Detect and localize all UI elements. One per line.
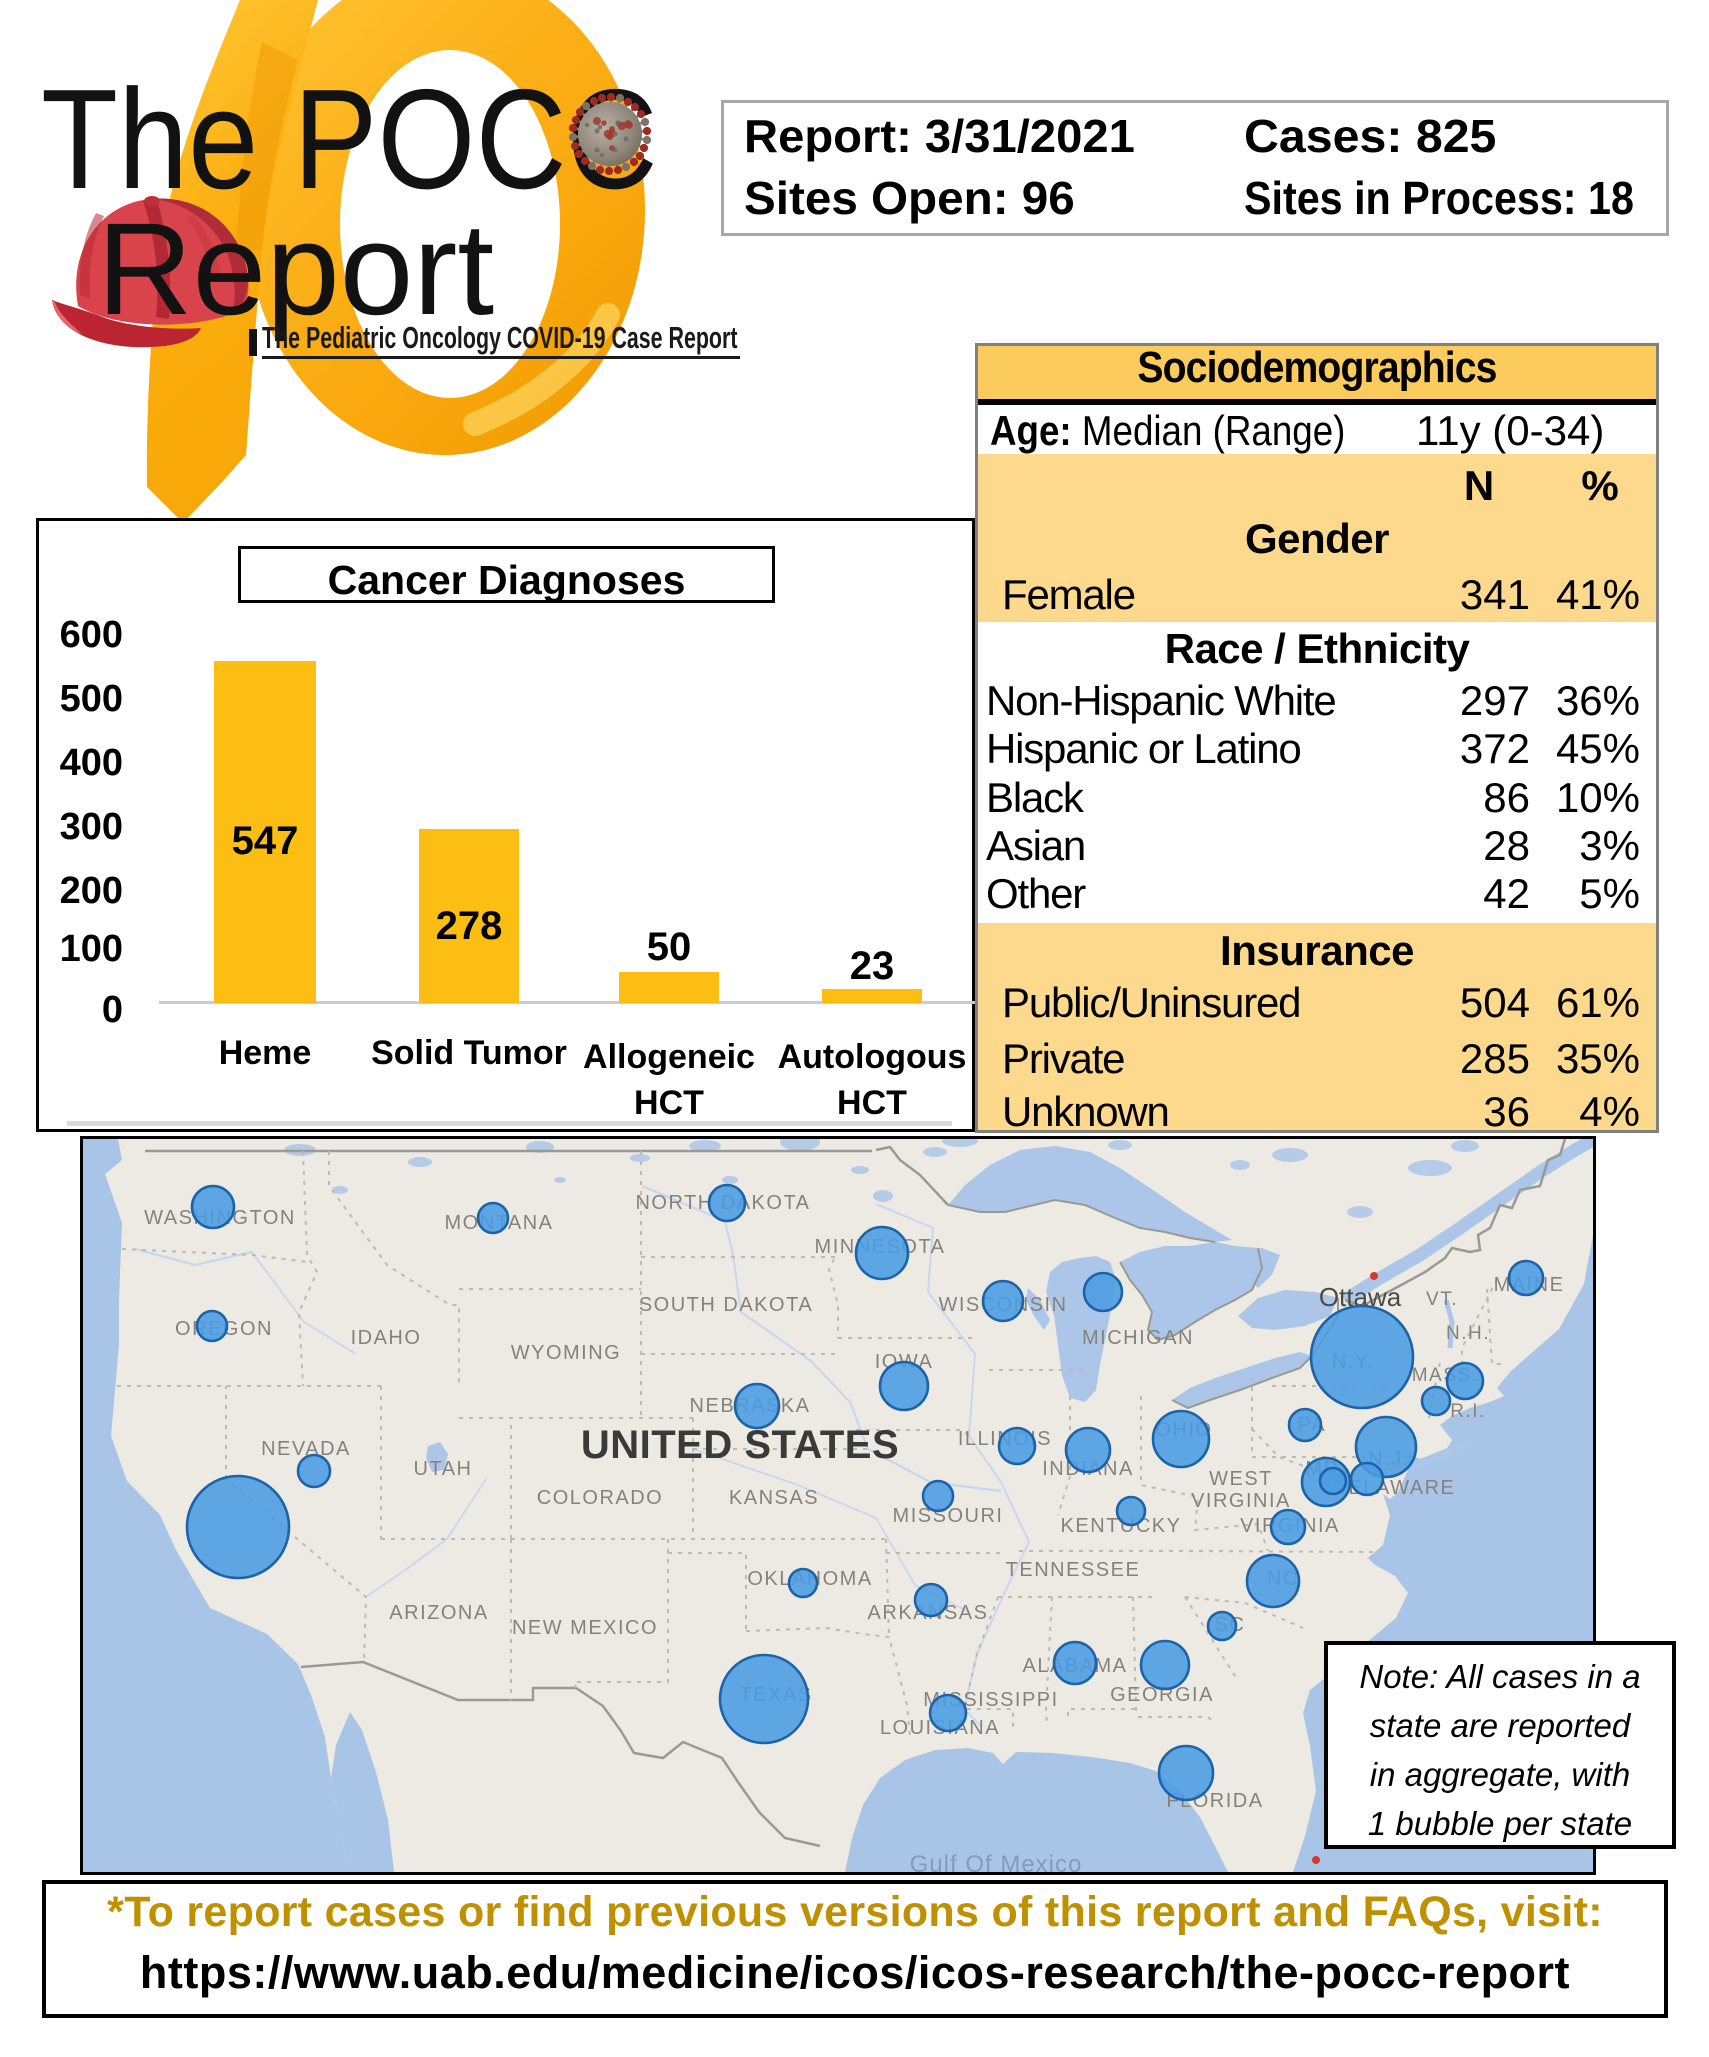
svg-text:MICHIGAN: MICHIGAN bbox=[1082, 1327, 1194, 1349]
svg-text:IDAHO: IDAHO bbox=[351, 1327, 422, 1349]
svg-text:NEVADA: NEVADA bbox=[261, 1438, 351, 1460]
svg-text:UNITED STATES: UNITED STATES bbox=[581, 1423, 899, 1467]
svg-text:VT.: VT. bbox=[1426, 1289, 1458, 1310]
svg-text:WYOMING: WYOMING bbox=[511, 1342, 622, 1364]
svg-text:UTAH: UTAH bbox=[414, 1458, 473, 1480]
svg-text:MISSOURI: MISSOURI bbox=[893, 1505, 1004, 1527]
svg-text:GEORGIA: GEORGIA bbox=[1110, 1684, 1214, 1706]
svg-text:Gulf Of Mexico: Gulf Of Mexico bbox=[910, 1851, 1083, 1872]
svg-text:NEW MEXICO: NEW MEXICO bbox=[512, 1617, 658, 1639]
svg-text:KANSAS: KANSAS bbox=[729, 1487, 819, 1509]
svg-text:KENTUCKY: KENTUCKY bbox=[1061, 1515, 1182, 1537]
svg-text:N.H.: N.H. bbox=[1446, 1323, 1490, 1344]
svg-text:WEST: WEST bbox=[1209, 1468, 1273, 1490]
svg-text:TENNESSEE: TENNESSEE bbox=[1006, 1559, 1141, 1581]
svg-text:SOUTH DAKOTA: SOUTH DAKOTA bbox=[639, 1294, 813, 1316]
svg-text:COLORADO: COLORADO bbox=[537, 1487, 663, 1509]
svg-text:ARIZONA: ARIZONA bbox=[389, 1602, 488, 1624]
svg-text:R.I.: R.I. bbox=[1450, 1401, 1486, 1422]
svg-text:VIRGINIA: VIRGINIA bbox=[1191, 1490, 1291, 1512]
